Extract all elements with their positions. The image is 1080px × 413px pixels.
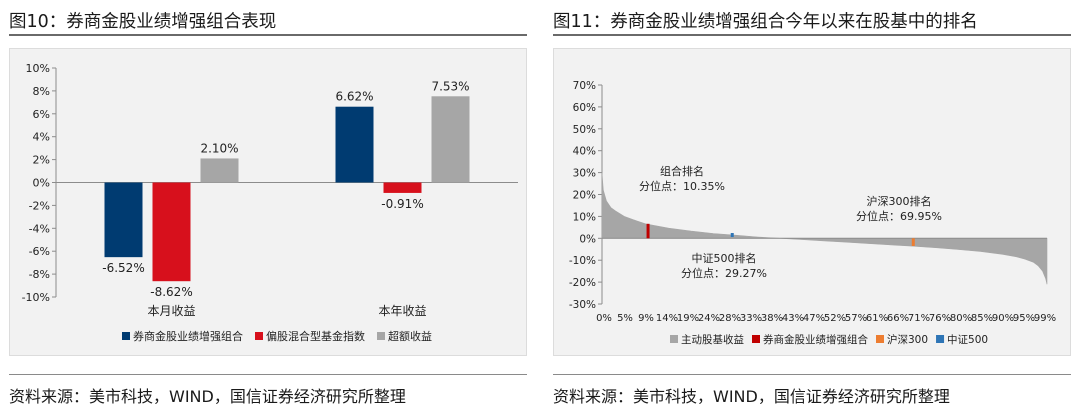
x-tick-label: 19% bbox=[677, 313, 699, 324]
figure-11-chart-area: -30% -20% -10% 0% 10% 20% 30% 40% 50% 60% 70% 0% 5% 9… bbox=[553, 48, 1071, 356]
x-tick-label: 28% bbox=[719, 313, 741, 324]
y-tick-label: 4% bbox=[33, 131, 50, 144]
y-tick-label: 50% bbox=[573, 124, 596, 136]
legend-swatch bbox=[122, 332, 130, 340]
x-tick-label: 24% bbox=[698, 313, 720, 324]
legend-swatch bbox=[670, 335, 678, 343]
x-tick-label: 57% bbox=[845, 313, 867, 324]
x-tick-label: 95% bbox=[1013, 313, 1035, 324]
ranking-annotation: 组合排名 bbox=[660, 164, 704, 178]
ranking-annotation: 分位点：10.35% bbox=[639, 179, 725, 193]
x-tick-label: 9% bbox=[638, 313, 654, 324]
legend-swatch bbox=[752, 335, 760, 343]
bar-data-label: 7.53% bbox=[431, 79, 469, 93]
legend-swatch bbox=[876, 335, 884, 343]
y-tick-label: 70% bbox=[573, 80, 596, 92]
y-tick-label: -30% bbox=[569, 299, 596, 311]
y-tick-label: 40% bbox=[573, 146, 596, 158]
bar bbox=[335, 106, 374, 183]
figure-11-top-rule bbox=[553, 34, 1071, 36]
legend-label: 中证500 bbox=[947, 333, 988, 346]
figure-10-bottom-rule bbox=[9, 374, 527, 375]
bar-data-label: 6.62% bbox=[335, 90, 373, 104]
legend-swatch bbox=[255, 332, 263, 340]
x-tick-label: 47% bbox=[803, 313, 825, 324]
y-tick-label: 0% bbox=[33, 177, 50, 190]
figure-10-source: 资料来源：美市科技，WIND，国信证券经济研究所整理 bbox=[9, 387, 406, 406]
x-tick-label: 85% bbox=[971, 313, 993, 324]
bar-chart: -10% -8% -6% -4% -2% 0% 2% 4% 6% 8% 10% -6.52% -8.62… bbox=[22, 62, 518, 343]
y-tick-label: -4% bbox=[29, 222, 50, 235]
bar bbox=[200, 158, 239, 183]
figure-10-panel: 图10：券商金股业绩增强组合表现 -10% -8% -6% -4% -2% 0% 2% 4% 6… bbox=[9, 0, 527, 413]
figure-10-top-rule bbox=[9, 34, 527, 36]
figure-11-source: 资料来源：美市科技，WIND，国信证券经济研究所整理 bbox=[553, 387, 950, 406]
x-tick-label: 5% bbox=[617, 313, 633, 324]
x-category-label: 本年收益 bbox=[378, 304, 426, 318]
bar-data-label: -6.52% bbox=[102, 261, 144, 275]
ranking-chart: -30% -20% -10% 0% 10% 20% 30% 40% 50% 60% 70% 0% 5% 9… bbox=[569, 80, 1056, 346]
bar bbox=[431, 96, 470, 183]
y-tick-label: -10% bbox=[22, 291, 50, 304]
bar bbox=[152, 182, 191, 282]
legend-label: 沪深300 bbox=[887, 333, 928, 346]
portfolio-marker bbox=[646, 223, 650, 239]
legend-label: 主动股基收益 bbox=[681, 333, 744, 346]
ranking-annotation: 分位点：29.27% bbox=[681, 266, 767, 280]
figure-10-title: 图10：券商金股业绩增强组合表现 bbox=[9, 12, 277, 32]
x-tick-label: 0% bbox=[596, 313, 612, 324]
y-tick-label: 2% bbox=[33, 154, 50, 167]
x-tick-label: 61% bbox=[866, 313, 888, 324]
y-tick-label: 60% bbox=[573, 102, 596, 114]
figure-11-title: 图11：券商金股业绩增强组合今年以来在股基中的排名 bbox=[553, 12, 978, 32]
figure-10-chart-area: -10% -8% -6% -4% -2% 0% 2% 4% 6% 8% 10% -6.52% -8.62… bbox=[9, 48, 527, 356]
y-tick-label: 8% bbox=[33, 85, 50, 98]
x-tick-label: 80% bbox=[950, 313, 972, 324]
legend-label: 券商金股业绩增强组合 bbox=[763, 333, 868, 346]
y-tick-label: 30% bbox=[573, 168, 596, 180]
bar-data-label: -8.62% bbox=[150, 285, 192, 299]
y-tick-label: -20% bbox=[569, 277, 596, 289]
x-tick-label: 52% bbox=[824, 313, 846, 324]
x-tick-label: 38% bbox=[761, 313, 783, 324]
y-tick-label: 6% bbox=[33, 108, 50, 121]
bar bbox=[104, 182, 143, 258]
x-tick-label: 99% bbox=[1034, 313, 1056, 324]
x-tick-label: 43% bbox=[782, 313, 804, 324]
x-tick-label: 76% bbox=[929, 313, 951, 324]
bar-data-label: -0.91% bbox=[381, 197, 423, 211]
y-tick-label: 20% bbox=[573, 190, 596, 202]
y-tick-label: -6% bbox=[29, 245, 50, 258]
y-tick-label: 10% bbox=[573, 211, 596, 223]
y-tick-label: 10% bbox=[26, 62, 50, 75]
legend-swatch bbox=[936, 335, 945, 343]
x-tick-label: 90% bbox=[992, 313, 1014, 324]
ranking-annotation: 分位点：69.95% bbox=[856, 209, 942, 223]
x-tick-label: 66% bbox=[887, 313, 909, 324]
x-tick-label: 14% bbox=[656, 313, 678, 324]
legend-swatch bbox=[377, 332, 385, 340]
y-tick-label: -2% bbox=[29, 199, 50, 212]
y-tick-label: -8% bbox=[29, 268, 50, 281]
legend-label: 偏股混合型基金指数 bbox=[266, 329, 365, 343]
bar bbox=[383, 182, 422, 193]
x-tick-label: 71% bbox=[908, 313, 930, 324]
hs300-marker bbox=[911, 238, 915, 246]
ranking-annotation: 沪深300排名 bbox=[867, 194, 932, 208]
x-category-label: 本月收益 bbox=[147, 304, 195, 318]
y-tick-label: -10% bbox=[569, 255, 596, 267]
figure-11-bottom-rule bbox=[553, 374, 1071, 375]
csi500-marker bbox=[730, 233, 734, 238]
x-tick-label: 33% bbox=[740, 313, 762, 324]
legend-label: 券商金股业绩增强组合 bbox=[133, 329, 243, 343]
bar-data-label: 2.10% bbox=[200, 141, 238, 155]
figure-11-panel: 图11：券商金股业绩增强组合今年以来在股基中的排名 -30% -20% -10% 0%… bbox=[553, 0, 1071, 413]
legend-label: 超额收益 bbox=[388, 329, 432, 343]
distribution-area bbox=[601, 172, 1048, 285]
ranking-annotation: 中证500排名 bbox=[692, 251, 757, 265]
y-tick-label: 0% bbox=[579, 233, 596, 245]
